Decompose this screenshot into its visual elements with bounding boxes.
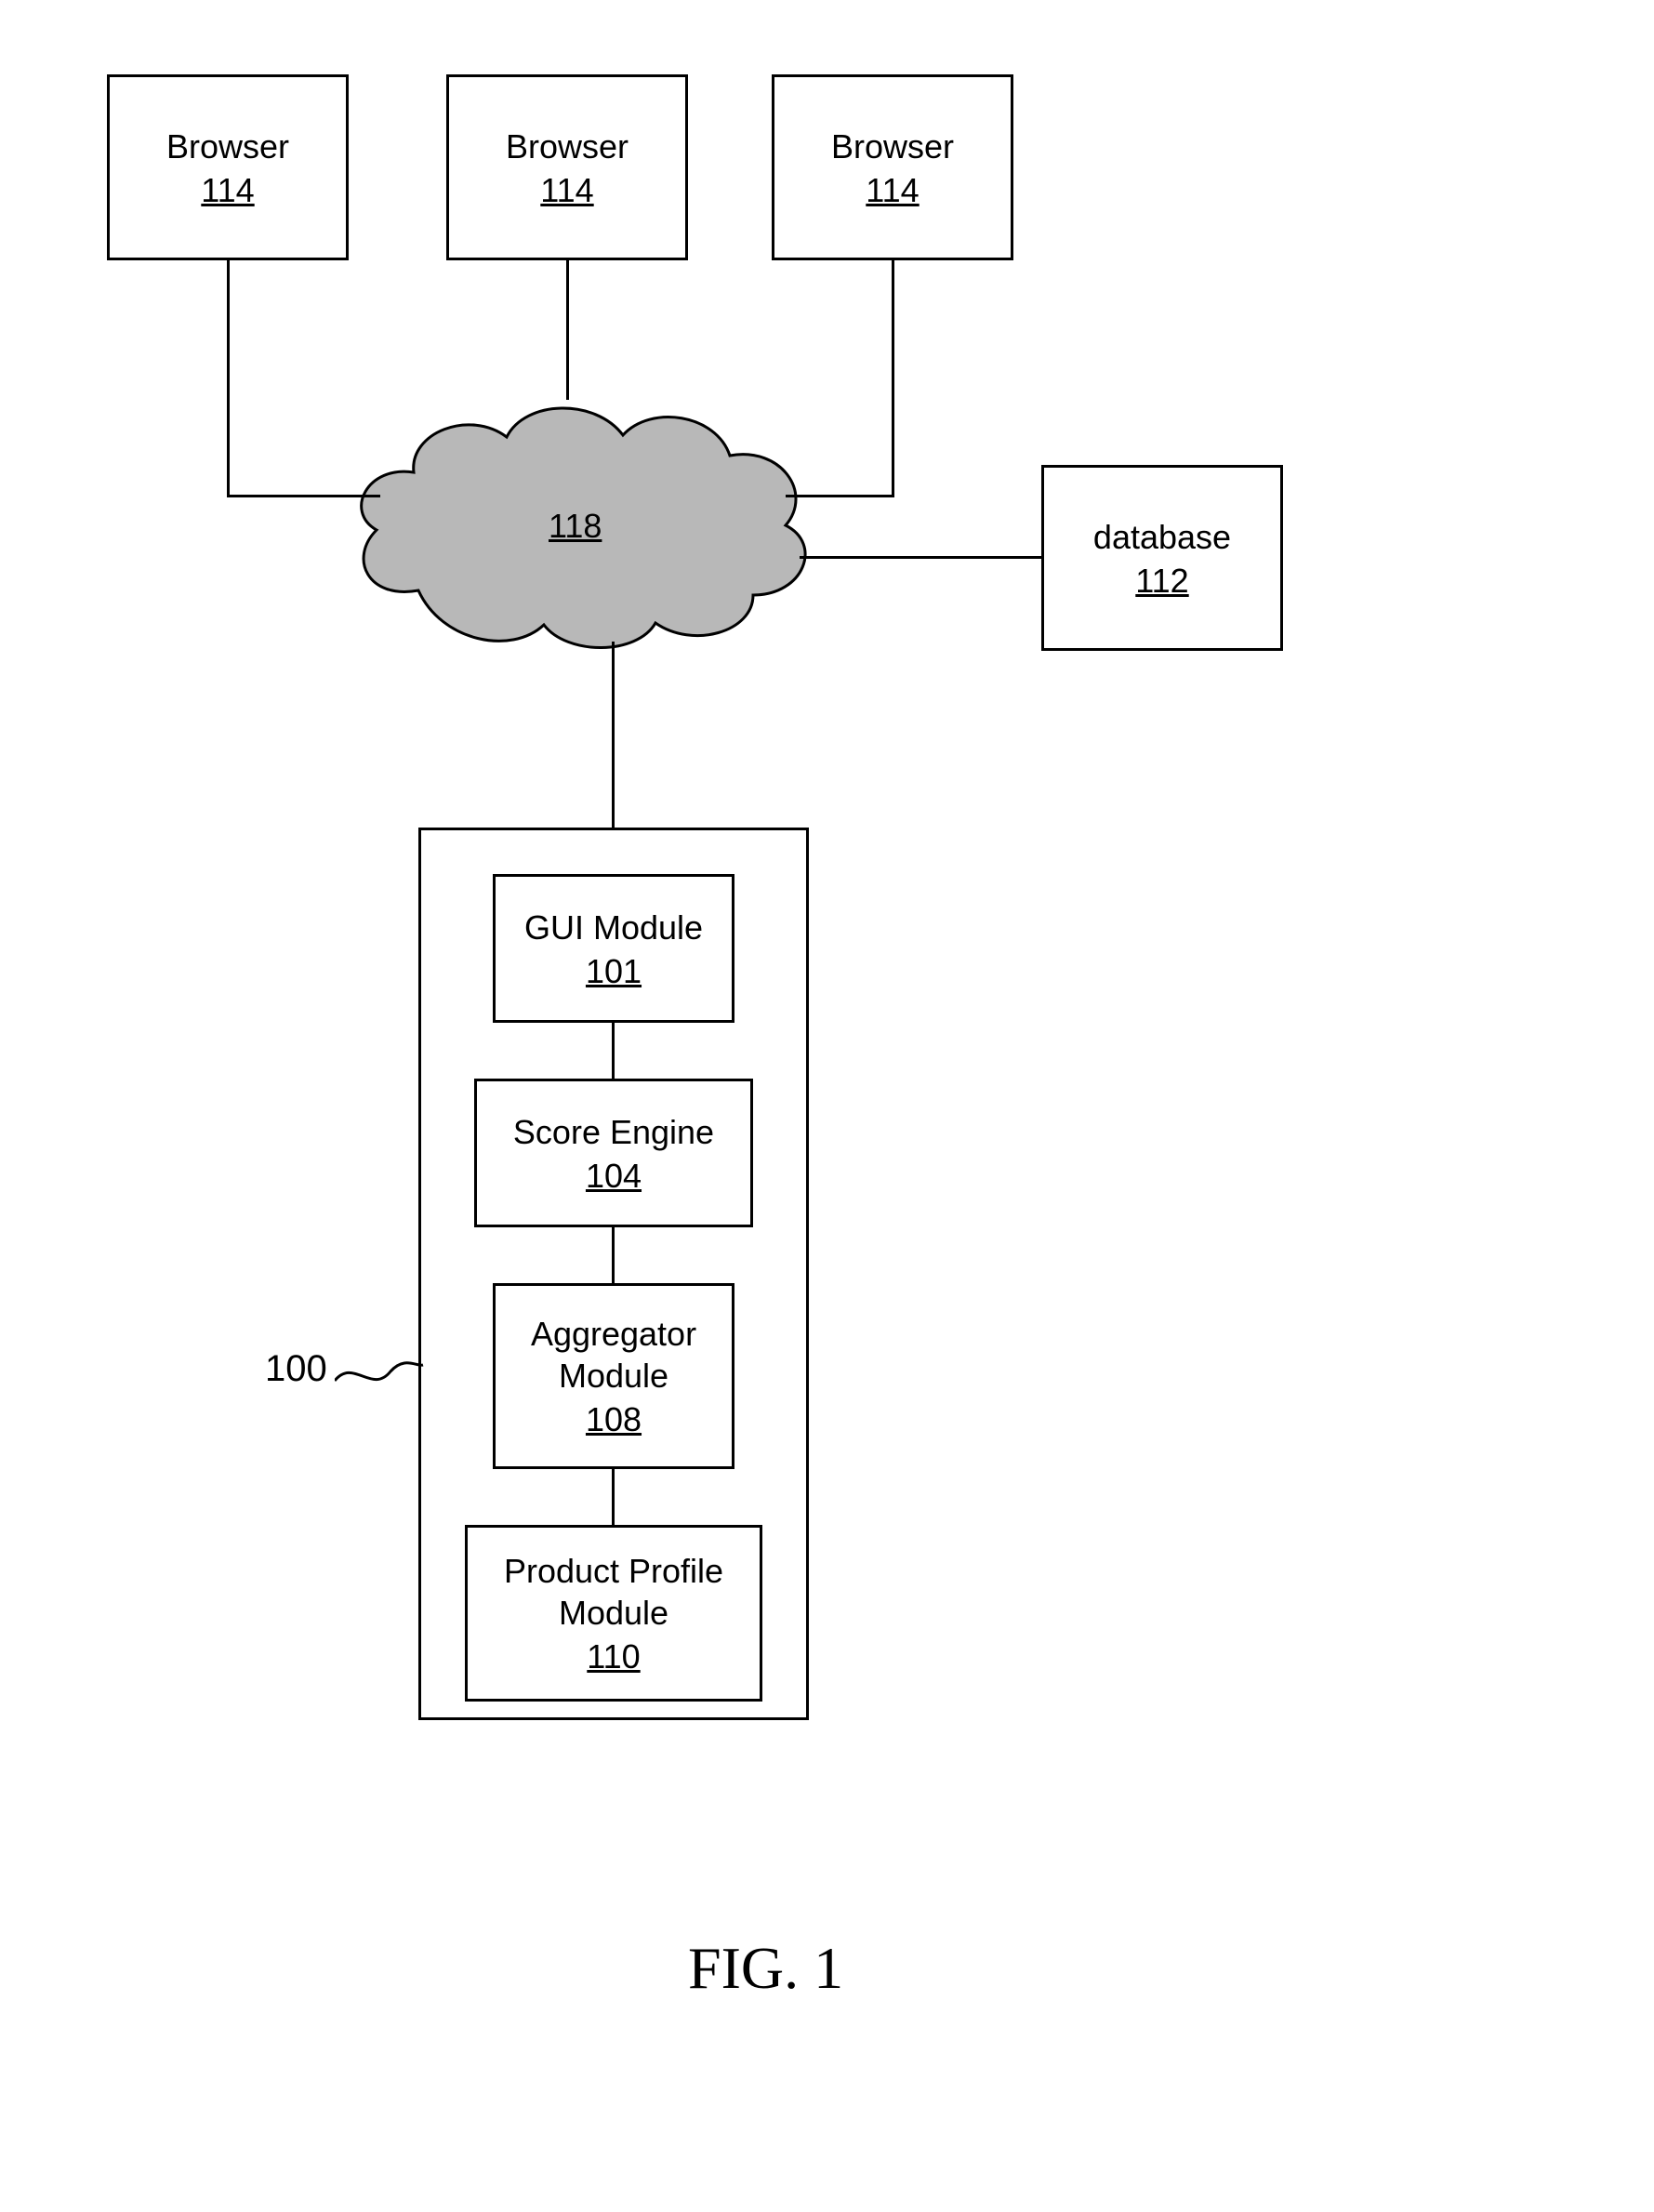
node-ref: 114 xyxy=(866,171,919,210)
node-ref: 114 xyxy=(540,171,593,210)
node-ref: 104 xyxy=(586,1157,642,1196)
pointer-label-100: 100 xyxy=(265,1348,327,1390)
edge xyxy=(612,642,615,828)
node-label: Browser xyxy=(166,126,289,167)
node-browser-2: Browser 114 xyxy=(446,74,688,260)
node-gui-module: GUI Module 101 xyxy=(493,874,734,1023)
edge xyxy=(892,260,894,497)
edge xyxy=(786,495,894,497)
node-label: database xyxy=(1093,516,1231,558)
edge xyxy=(612,1023,615,1079)
node-label: Product Profile Module xyxy=(504,1550,723,1634)
node-ref: 110 xyxy=(587,1637,640,1676)
node-label: Browser xyxy=(831,126,954,167)
edge xyxy=(566,260,569,400)
edge xyxy=(612,1469,615,1525)
node-browser-3: Browser 114 xyxy=(772,74,1013,260)
node-ref: 114 xyxy=(201,171,254,210)
diagram-canvas: Browser 114 Browser 114 Browser 114 data… xyxy=(0,0,1654,2212)
node-aggregator-module: Aggregator Module 108 xyxy=(493,1283,734,1469)
node-ref: 108 xyxy=(586,1400,642,1439)
node-label: Browser xyxy=(506,126,629,167)
edge xyxy=(800,556,1041,559)
node-ref: 112 xyxy=(1135,562,1188,601)
pointer-squiggle xyxy=(335,1348,428,1395)
node-label: Score Engine xyxy=(513,1111,714,1153)
figure-label: FIG. 1 xyxy=(688,1934,843,2003)
node-browser-1: Browser 114 xyxy=(107,74,349,260)
edge xyxy=(227,260,230,497)
node-ref: 101 xyxy=(586,952,642,991)
node-product-profile-module: Product Profile Module 110 xyxy=(465,1525,762,1702)
edge xyxy=(227,495,380,497)
cloud-ref: 118 xyxy=(549,507,602,546)
edge xyxy=(612,1227,615,1283)
node-score-engine: Score Engine 104 xyxy=(474,1079,753,1227)
node-label: Aggregator Module xyxy=(531,1313,696,1397)
node-database: database 112 xyxy=(1041,465,1283,651)
node-label: GUI Module xyxy=(524,907,703,948)
